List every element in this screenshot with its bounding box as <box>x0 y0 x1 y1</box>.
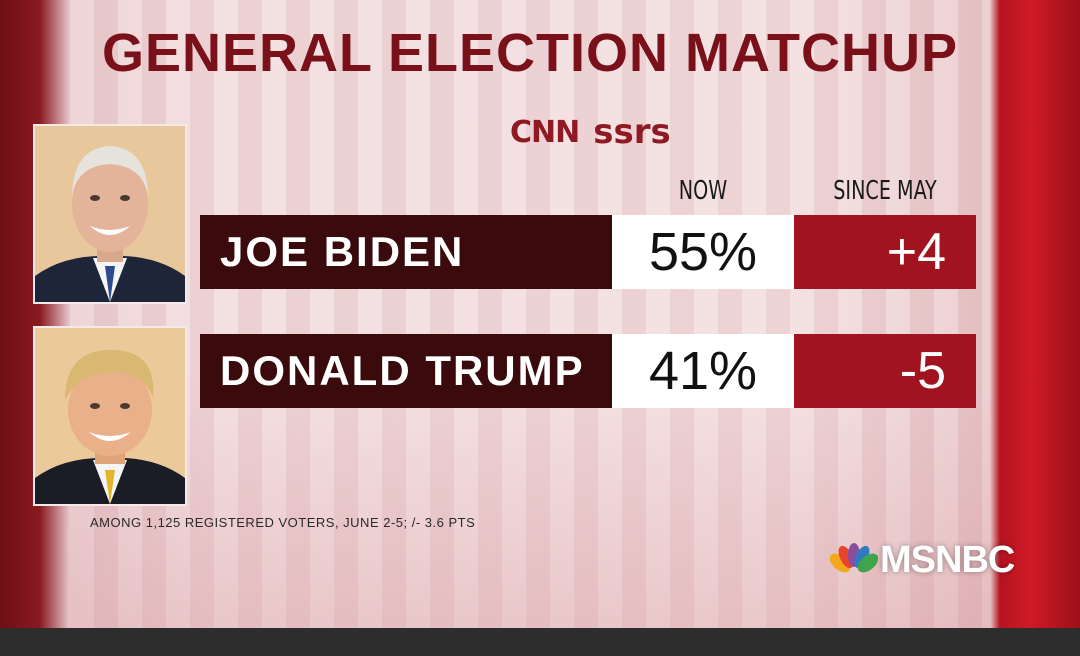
background-fade <box>70 380 990 628</box>
graphic-title: GENERAL ELECTION MATCHUP <box>101 23 959 83</box>
poll-source: CNN ssrs <box>510 112 671 152</box>
candidate-name: DONALD TRUMP <box>200 334 612 408</box>
table-row: DONALD TRUMP 41% -5 <box>200 334 976 408</box>
msnbc-wordmark: MSNBC <box>880 538 1015 581</box>
poll-footnote: AMONG 1,125 REGISTERED VOTERS, JUNE 2-5;… <box>90 515 476 530</box>
peacock-icon <box>830 543 878 573</box>
ssrs-logo: ssrs <box>593 112 671 152</box>
broadcast-graphic: GENERAL ELECTION MATCHUP CNN ssrs NOW SI… <box>0 0 1080 628</box>
person-icon <box>35 328 185 504</box>
network-logo: MSNBC <box>830 538 1015 581</box>
column-header-now: NOW <box>678 176 728 206</box>
candidate-photo-trump <box>33 326 187 506</box>
column-header-since-may: SINCE MAY <box>833 176 937 206</box>
person-icon <box>35 126 185 302</box>
since-may-change: -5 <box>794 334 976 408</box>
candidate-photo-biden <box>33 124 187 304</box>
now-value: 55% <box>612 215 794 289</box>
candidate-name: JOE BIDEN <box>200 215 612 289</box>
bottom-bar <box>0 628 1080 656</box>
table-row: JOE BIDEN 55% +4 <box>200 215 976 289</box>
background-stripes <box>70 0 990 628</box>
since-may-change: +4 <box>794 215 976 289</box>
now-value: 41% <box>612 334 794 408</box>
cnn-logo: CNN <box>510 114 580 150</box>
